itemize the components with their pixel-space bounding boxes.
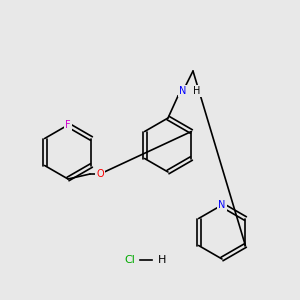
Text: H: H: [158, 255, 166, 265]
Text: H: H: [193, 86, 201, 96]
Text: N: N: [179, 86, 187, 96]
Text: Cl: Cl: [124, 255, 135, 265]
Text: F: F: [65, 120, 71, 130]
Text: N: N: [218, 200, 226, 210]
Text: O: O: [96, 169, 104, 179]
